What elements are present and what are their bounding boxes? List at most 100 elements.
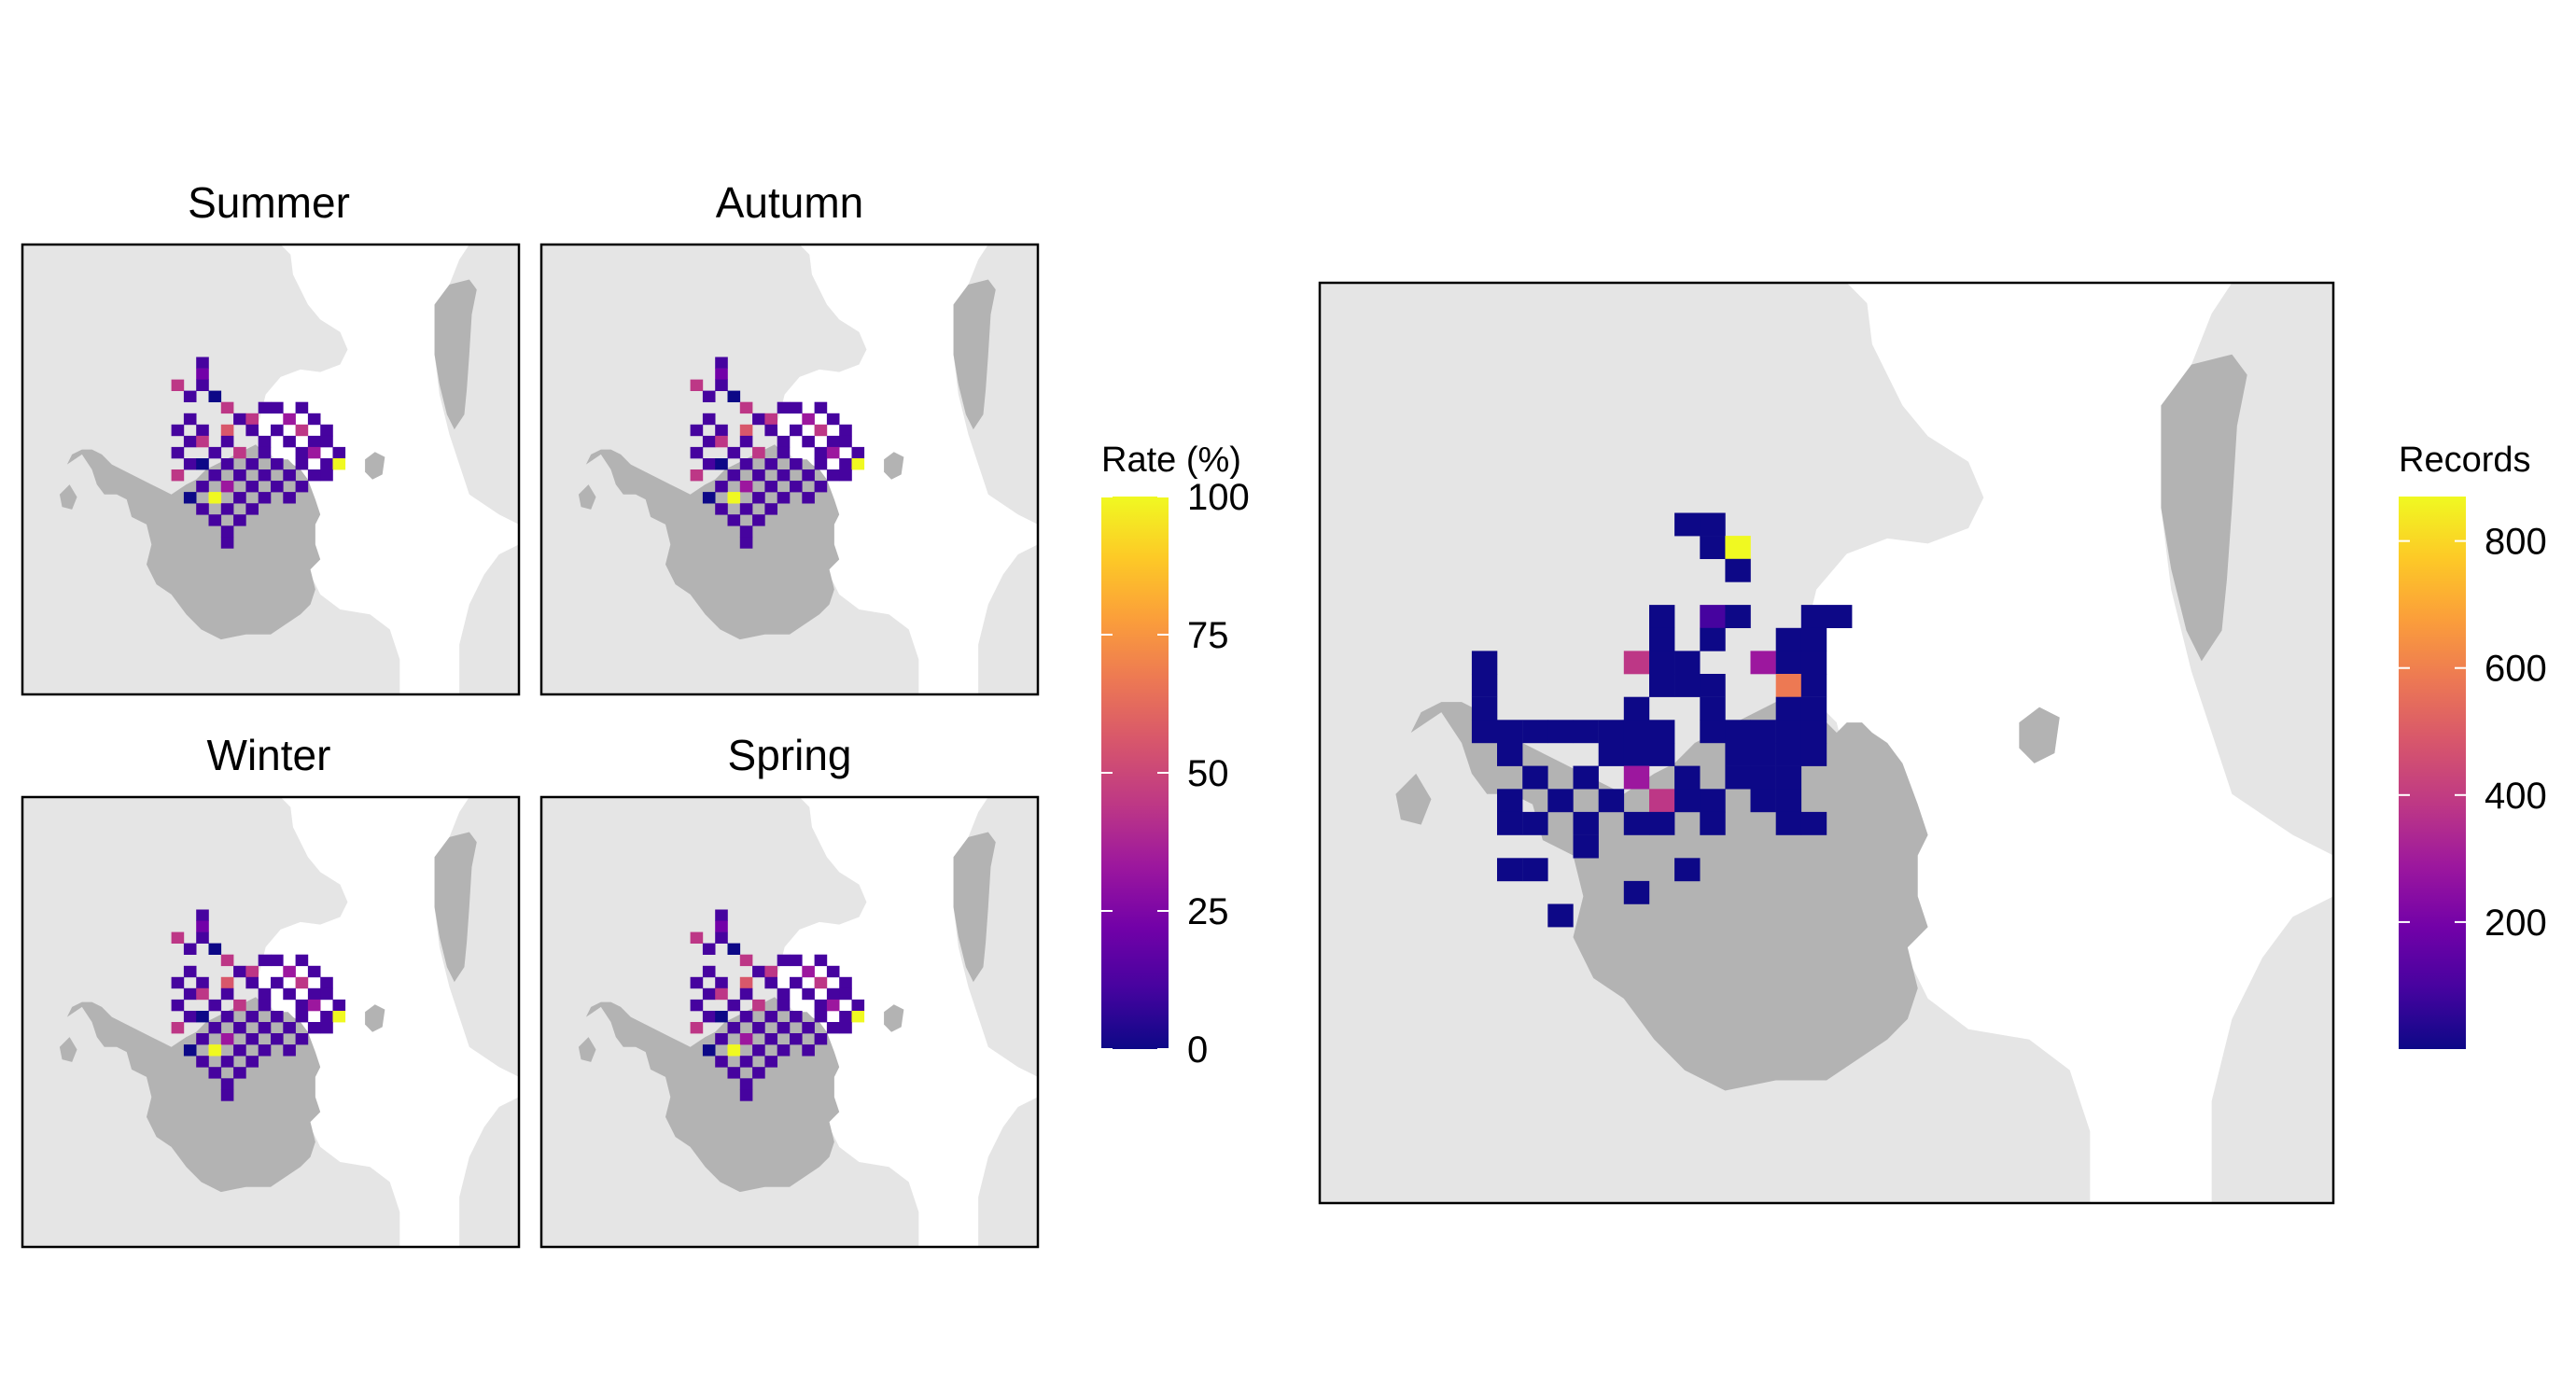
rate-winter-cell xyxy=(258,1022,272,1034)
rate-summer-cell xyxy=(220,525,234,538)
rate-spring-cell xyxy=(777,987,791,1001)
records-cell xyxy=(1674,789,1701,813)
rate-autumn-cell xyxy=(814,446,828,459)
rate-autumn-cell xyxy=(715,357,728,369)
rate-autumn-cell xyxy=(814,481,828,493)
rate-autumn-cell xyxy=(764,481,777,493)
rate-autumn-cell xyxy=(839,424,852,437)
rate-spring-cell xyxy=(752,1067,765,1079)
rate-spring-cell xyxy=(702,965,716,978)
rate-winter-cell xyxy=(196,931,209,944)
rate-summer-cell xyxy=(233,469,246,482)
rate-summer-cell xyxy=(196,481,209,493)
rate-spring-cell xyxy=(752,1022,765,1034)
records-cell xyxy=(1649,651,1675,675)
rate-spring-cell xyxy=(790,1011,803,1023)
rate-autumn-cell xyxy=(764,413,777,426)
rate-summer-cell xyxy=(220,435,234,448)
rate-autumn-cell xyxy=(702,458,716,470)
records-legend-title: Records xyxy=(2399,441,2531,480)
records-cell xyxy=(1573,720,1599,744)
rate-spring-cell xyxy=(814,954,828,967)
rate-spring-cell xyxy=(690,999,704,1012)
rate-autumn-cell xyxy=(826,413,840,426)
rate-summer-cell xyxy=(245,481,259,493)
rate-autumn-cell xyxy=(739,458,753,470)
frame-spring xyxy=(539,795,1040,1249)
rate-summer-cell xyxy=(320,424,333,437)
records-cell xyxy=(1674,765,1701,790)
rate-autumn-cell xyxy=(839,469,852,482)
rate-summer-cell xyxy=(196,379,209,391)
rate-spring-cell xyxy=(851,999,865,1012)
rate-summer-cell xyxy=(220,458,234,470)
rate-summer-cell xyxy=(183,390,197,402)
records-legend-tick-label: 600 xyxy=(2485,649,2547,690)
rate-autumn-cell xyxy=(690,424,704,437)
records-cell xyxy=(1547,789,1574,813)
rate-spring-cell xyxy=(690,976,704,989)
rate-spring-cell xyxy=(727,943,741,955)
panel-title-summer: Summer xyxy=(188,178,350,227)
records-legend-tick-label: 200 xyxy=(2485,903,2547,944)
rate-summer-cell xyxy=(208,390,222,402)
records-cell xyxy=(1775,743,1802,766)
cells-winter xyxy=(171,909,346,1101)
rate-autumn-cell xyxy=(739,424,753,437)
records-cell xyxy=(1497,720,1523,744)
rate-winter-cell xyxy=(283,987,296,1001)
cells-records xyxy=(1471,512,1853,928)
rate-legend-title: Rate (%) xyxy=(1101,441,1241,480)
rate-autumn-cell xyxy=(764,424,777,437)
rate-winter-cell xyxy=(220,976,234,989)
rate-winter-cell xyxy=(271,1011,284,1023)
records-cell xyxy=(1623,651,1650,675)
rate-legend-tick-label: 0 xyxy=(1187,1029,1208,1071)
rate-summer-cell xyxy=(332,458,346,470)
rate-spring-cell xyxy=(690,931,704,944)
rate-summer-cell xyxy=(233,413,246,426)
rate-spring-cell xyxy=(851,1011,865,1023)
rate-summer-cell xyxy=(295,401,309,414)
records-legend-tick-label: 400 xyxy=(2485,776,2547,817)
rate-spring-cell xyxy=(777,954,791,967)
rate-autumn-cell xyxy=(727,446,741,459)
rate-summer-cell xyxy=(208,492,222,504)
rate-winter-cell xyxy=(295,976,309,989)
records-cell xyxy=(1750,789,1776,813)
cells-summer xyxy=(171,357,346,549)
records-cell xyxy=(1649,743,1675,766)
rate-summer-cell xyxy=(245,503,259,515)
rate-autumn-cell xyxy=(790,481,803,493)
rate-spring-cell xyxy=(814,1011,828,1023)
rate-autumn-cell xyxy=(851,458,865,470)
rate-winter-cell xyxy=(183,943,197,955)
rate-spring-cell xyxy=(777,1044,791,1057)
rate-summer-cell xyxy=(283,492,296,504)
records-cell xyxy=(1750,651,1776,675)
frame-autumn xyxy=(539,243,1040,696)
records-cell xyxy=(1497,858,1523,882)
rate-spring-cell xyxy=(839,987,852,1001)
records-cell xyxy=(1725,536,1751,559)
rate-autumn-cell xyxy=(715,503,728,515)
rate-spring-cell xyxy=(702,987,716,1001)
rate-winter-cell xyxy=(283,965,296,978)
rate-winter-cell xyxy=(320,1022,333,1034)
rate-winter-cell xyxy=(295,1011,309,1023)
records-cell xyxy=(1547,720,1574,744)
records-cell xyxy=(1674,512,1701,537)
records-cell xyxy=(1522,811,1548,835)
rate-winter-cell xyxy=(196,920,209,932)
rate-summer-cell xyxy=(283,413,296,426)
records-cell xyxy=(1522,720,1548,744)
rate-summer-cell xyxy=(320,469,333,482)
rate-summer-cell xyxy=(196,503,209,515)
records-cell xyxy=(1547,903,1574,928)
rate-winter-cell xyxy=(220,1011,234,1023)
rate-spring-cell xyxy=(814,999,828,1012)
panel-autumn: Autumn xyxy=(539,178,1040,696)
rate-summer-cell xyxy=(245,424,259,437)
rate-winter-cell xyxy=(245,1056,259,1068)
rate-winter-cell xyxy=(245,965,259,978)
